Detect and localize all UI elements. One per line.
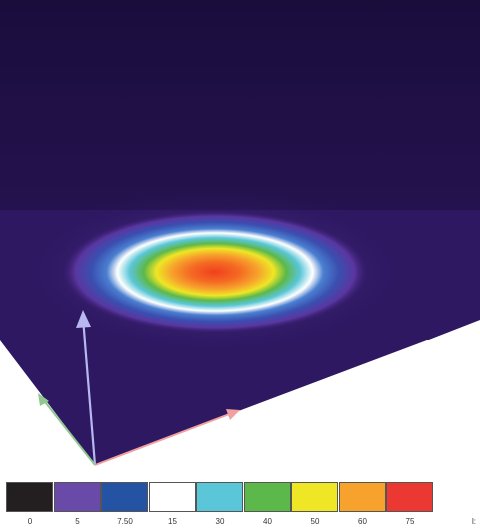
axis-right-arrow-icon[interactable] — [226, 409, 240, 420]
axis-right-line — [94, 412, 233, 466]
legend-swatch — [53, 482, 101, 512]
legend-tick-label: 75 — [405, 517, 415, 526]
axis-left-arrow-icon[interactable] — [38, 393, 49, 406]
background-corner — [95, 320, 480, 470]
legend-tick-label: 7.50 — [117, 517, 133, 526]
legend-swatch — [338, 482, 386, 512]
color-legend-labels: 0 5 7.50 15 30 40 50 60 75 l: — [6, 517, 480, 529]
legend-swatch — [291, 482, 338, 512]
legend-tick-label: 5 — [75, 517, 80, 526]
color-legend — [6, 482, 434, 512]
legend-tick-label: 30 — [215, 517, 225, 526]
legend-swatch — [6, 482, 53, 512]
axis-up-arrow-icon[interactable] — [76, 310, 91, 328]
legend-swatch — [196, 482, 243, 512]
intensity-rings — [60, 210, 370, 334]
legend-tick-label: 60 — [358, 517, 367, 526]
legend-swatch — [386, 482, 433, 512]
legend-swatch — [101, 482, 148, 512]
legend-unit-label: l: — [472, 517, 476, 526]
legend-tick-label: 40 — [263, 517, 272, 526]
legend-swatch — [243, 482, 291, 512]
axis-up-line — [81, 317, 97, 466]
legend-tick-label: 15 — [168, 517, 177, 526]
legend-tick-label: 0 — [27, 517, 33, 526]
axis-left-line — [41, 397, 96, 466]
legend-swatch — [148, 482, 196, 512]
legend-tick-label: 50 — [310, 517, 320, 526]
